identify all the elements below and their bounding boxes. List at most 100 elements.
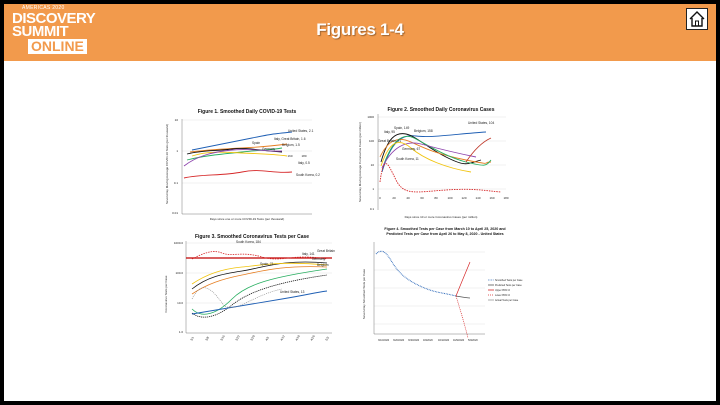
svg-text:4/5: 4/5: [264, 336, 270, 342]
svg-text:3/8: 3/8: [204, 336, 210, 342]
fig1-xlabel: Days since one or more COVID-19 Tests (p…: [210, 217, 284, 221]
fig3-label-belgium: Belgium: [317, 263, 329, 267]
fig4-series-upper: [455, 261, 471, 297]
fig2-label-italy: Italy, 95: [384, 130, 395, 134]
fig4-title-1: Figure 4. Smoothed Tests per Case from M…: [384, 227, 505, 231]
fig2-xtick-2: 40: [406, 196, 410, 200]
fig3-label-korea: South Korea, 184: [236, 240, 261, 244]
fig3-series-italy: [191, 261, 328, 290]
fig1-label-germany: Germany: [262, 147, 276, 151]
fig2-series-italy: [379, 138, 492, 164]
fig3-series-spain: [191, 274, 328, 318]
fig4-legend-0: Smoothed Tests per Case: [495, 279, 523, 282]
fig4-series-lower: [455, 295, 469, 339]
fig2-xtick-7: 140: [475, 196, 480, 200]
svg-text:4/26: 4/26: [309, 334, 316, 341]
fig1-title: Figure 1. Smoothed Daily COVID-19 Tests: [198, 109, 297, 115]
fig1-ytick-2: 0.1: [174, 181, 179, 185]
fig2-series-us: [381, 131, 487, 173]
fig1-label-belgium: Belgium, 1.5: [282, 143, 300, 147]
fig2-series-belgium: [383, 135, 492, 166]
fig1-series-spain: [191, 151, 288, 157]
fig4-series-predicted: [455, 295, 471, 299]
fig2-ytick-2: 10: [371, 163, 375, 167]
svg-text:5/3: 5/3: [324, 336, 330, 342]
fig3-title: Figure 3. Smoothed Coronavirus Tests per…: [195, 234, 309, 240]
fig2-xtick-6: 120: [461, 196, 466, 200]
fig2-title: Figure 2. Smoothed Daily Coronavirus Cas…: [388, 107, 495, 113]
fig3-ytick-3: 1.0: [179, 330, 184, 334]
home-icon: [689, 11, 705, 27]
logo-line-2: DISCOVERY: [12, 10, 96, 27]
fig2-xtick-9: 180: [503, 196, 508, 200]
fig2-xlabel: Days since 10 or more Coronavirus Cases …: [405, 215, 478, 219]
home-button[interactable]: [686, 8, 708, 30]
fig1-ylabel: Seven-Day Moving Average COVID-19 Tests …: [165, 124, 169, 204]
fig1-ytick-1: 1: [176, 149, 178, 153]
fig3-series-gb: [191, 266, 328, 295]
fig3-series-korea: [191, 251, 328, 260]
fig3-series-germany: [191, 262, 328, 285]
fig3-ytick-2: 10.0: [177, 301, 183, 305]
fig2-series-korea: [379, 163, 502, 193]
header-banner: AMERICAS 2020 DISCOVERY SUMMIT ONLINE Fi…: [4, 4, 716, 61]
fig1-label-italy: Italy, 0.5: [298, 161, 310, 165]
fig4-xtick-5: 4/29/2020: [453, 339, 465, 342]
fig2-xtick-5: 100: [447, 196, 452, 200]
fig4-legend-1: Predicted Tests per Case: [495, 284, 522, 287]
fig4-legend-4: Actual Tests per Case: [495, 299, 519, 302]
fig4-title-2: Predicted Tests per Case from April 26 t…: [386, 232, 503, 236]
fig4-ylabel: Seven-Day Smoothed Tests per Case: [362, 269, 366, 319]
fig4-xtick-0: 3/10/2020: [378, 339, 390, 342]
fig1-ytick-3: 0.01: [172, 211, 178, 215]
figure-2: Figure 2. Smoothed Daily Coronavirus Cas…: [356, 102, 526, 220]
figure-4: Figure 4. Smoothed Tests per Case from M…: [360, 224, 530, 348]
logo-line-4: ONLINE: [28, 39, 87, 54]
discovery-summit-logo: AMERICAS 2020 DISCOVERY SUMMIT ONLINE: [12, 5, 96, 57]
svg-text:3/1: 3/1: [189, 336, 195, 342]
fig2-xtick-8: 160: [489, 196, 494, 200]
fig1-series-germany: [183, 149, 283, 167]
fig3-ylabel: Coronavirus Tests per Case: [164, 275, 168, 312]
fig1-series-korea: [183, 170, 293, 179]
fig4-series-smoothed: [375, 250, 457, 297]
fig3-series-us: [191, 290, 328, 315]
fig1-label-us: United States, 2.1: [288, 129, 314, 133]
fig2-label-us: United States, 104: [468, 121, 494, 125]
fig2-label-germany: Germany, 67: [402, 147, 420, 151]
fig4-xtick-1: 3/20/2020: [393, 339, 405, 342]
fig1-label-korea: South Korea, 0.2: [296, 173, 320, 177]
fig2-xtick-4: 80: [434, 196, 438, 200]
fig2-label-gb: Great Britain, 71: [378, 139, 401, 143]
fig1-label-spain: Spain: [252, 141, 260, 145]
svg-text:3/15: 3/15: [219, 334, 226, 341]
fig3-label-spain: Spain, 71: [260, 262, 274, 266]
fig3-label-italy: Italy, 141: [302, 252, 315, 256]
fig4-legend-2: Upper 95% CI: [495, 289, 510, 292]
figure-3: Figure 3. Smoothed Coronavirus Tests per…: [162, 229, 338, 347]
fig1-ytick-0: 10: [175, 118, 179, 122]
page-title: Figures 1-4: [316, 20, 404, 39]
fig1-xtick-0: 160: [287, 154, 292, 158]
fig3-label-gb: Great Britain: [317, 249, 335, 253]
fig2-label-korea: South Korea, 11: [396, 157, 419, 161]
fig2-x-ticks: 0 20 40 60 80 100 120 140 160 180: [379, 196, 509, 200]
fig2-ytick-0: 1000: [367, 115, 374, 119]
fig4-legend-3: Lower 95% CI: [495, 294, 510, 297]
fig2-ytick-1: 100: [369, 139, 374, 143]
fig3-series-us-dots: [191, 287, 283, 308]
svg-text:4/12: 4/12: [279, 334, 286, 341]
fig1-series-us: [191, 131, 293, 151]
logo-line-1: AMERICAS 2020: [22, 5, 65, 11]
fig4-xtick-4: 4/19/2020: [438, 339, 450, 342]
fig4-x-ticks: 3/10/2020 3/20/2020 3/30/2020 4/9/2020 4…: [378, 339, 478, 342]
fig2-series-gb: [381, 142, 477, 169]
fig2-xtick-0: 0: [379, 196, 381, 200]
fig2-xtick-3: 60: [420, 196, 424, 200]
fig4-xtick-2: 3/30/2020: [408, 339, 420, 342]
fig3-ytick-0: 1000.0: [174, 241, 184, 245]
fig1-label-gb: Italy, Great Britain, 1.6: [274, 137, 306, 141]
fig2-label-belgium: Belgium, 158: [414, 129, 433, 133]
figure-1: Figure 1. Smoothed Daily COVID-19 Tests …: [162, 104, 332, 222]
fig4-legend: Smoothed Tests per Case Predicted Tests …: [488, 279, 523, 302]
